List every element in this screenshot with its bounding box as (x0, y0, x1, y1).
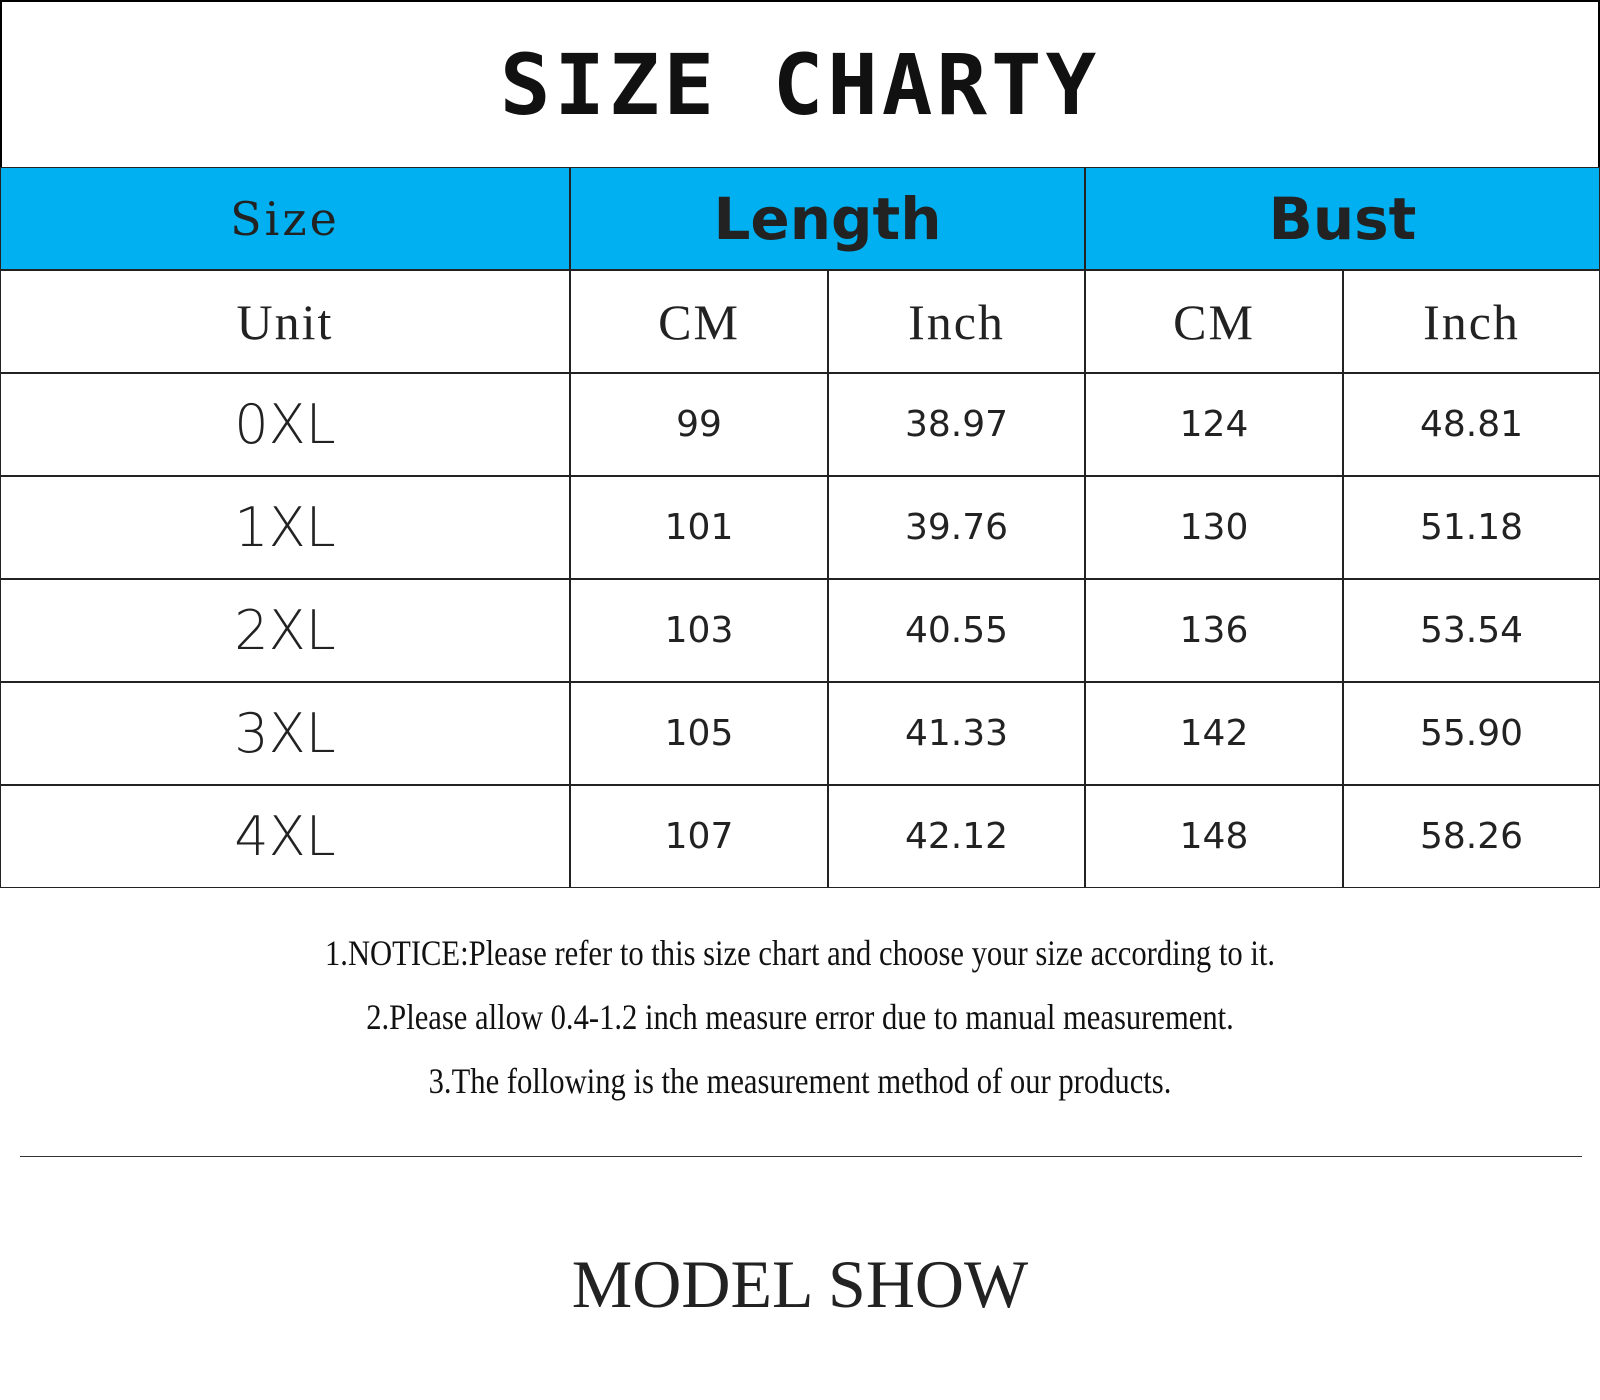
note: 3.The following is the measurement metho… (428, 1061, 1172, 1101)
value-cell: 58.26 (1343, 785, 1600, 888)
value-cell: 103 (570, 579, 828, 682)
value-cell: 148 (1085, 785, 1343, 888)
title: SIZE CHARTY (0, 0, 1600, 167)
value-cell: 136 (1085, 579, 1343, 682)
value-cell: 105 (570, 682, 828, 785)
value-cell: 39.76 (828, 476, 1085, 579)
size-cell: 3XL (0, 682, 570, 785)
value-cell: 101 (570, 476, 828, 579)
unit-cell: Inch (1343, 270, 1600, 373)
unit-cell: Unit (0, 270, 570, 373)
value-cell: 51.18 (1343, 476, 1600, 579)
note: 2.Please allow 0.4-1.2 inch measure erro… (366, 997, 1234, 1037)
value-cell: 42.12 (828, 785, 1085, 888)
value-cell: 107 (570, 785, 828, 888)
header-cell: Bust (1085, 167, 1600, 270)
value-cell: 99 (570, 373, 828, 476)
value-cell: 40.55 (828, 579, 1085, 682)
value-cell: 142 (1085, 682, 1343, 785)
section-title: MODEL SHOW (571, 1246, 1029, 1322)
header-cell: Size (0, 167, 570, 270)
size-cell: 0XL (0, 373, 570, 476)
unit-cell: CM (1085, 270, 1343, 373)
value-cell: 130 (1085, 476, 1343, 579)
note: 1.NOTICE:Please refer to this size chart… (324, 933, 1275, 973)
unit-cell: Inch (828, 270, 1085, 373)
size-cell: 1XL (0, 476, 570, 579)
value-cell: 48.81 (1343, 373, 1600, 476)
value-cell: 55.90 (1343, 682, 1600, 785)
header-cell: Length (570, 167, 1085, 270)
value-cell: 38.97 (828, 373, 1085, 476)
divider (20, 1156, 1582, 1157)
unit-cell: CM (570, 270, 828, 373)
size-cell: 2XL (0, 579, 570, 682)
value-cell: 124 (1085, 373, 1343, 476)
value-cell: 41.33 (828, 682, 1085, 785)
value-cell: 53.54 (1343, 579, 1600, 682)
size-cell: 4XL (0, 785, 570, 888)
